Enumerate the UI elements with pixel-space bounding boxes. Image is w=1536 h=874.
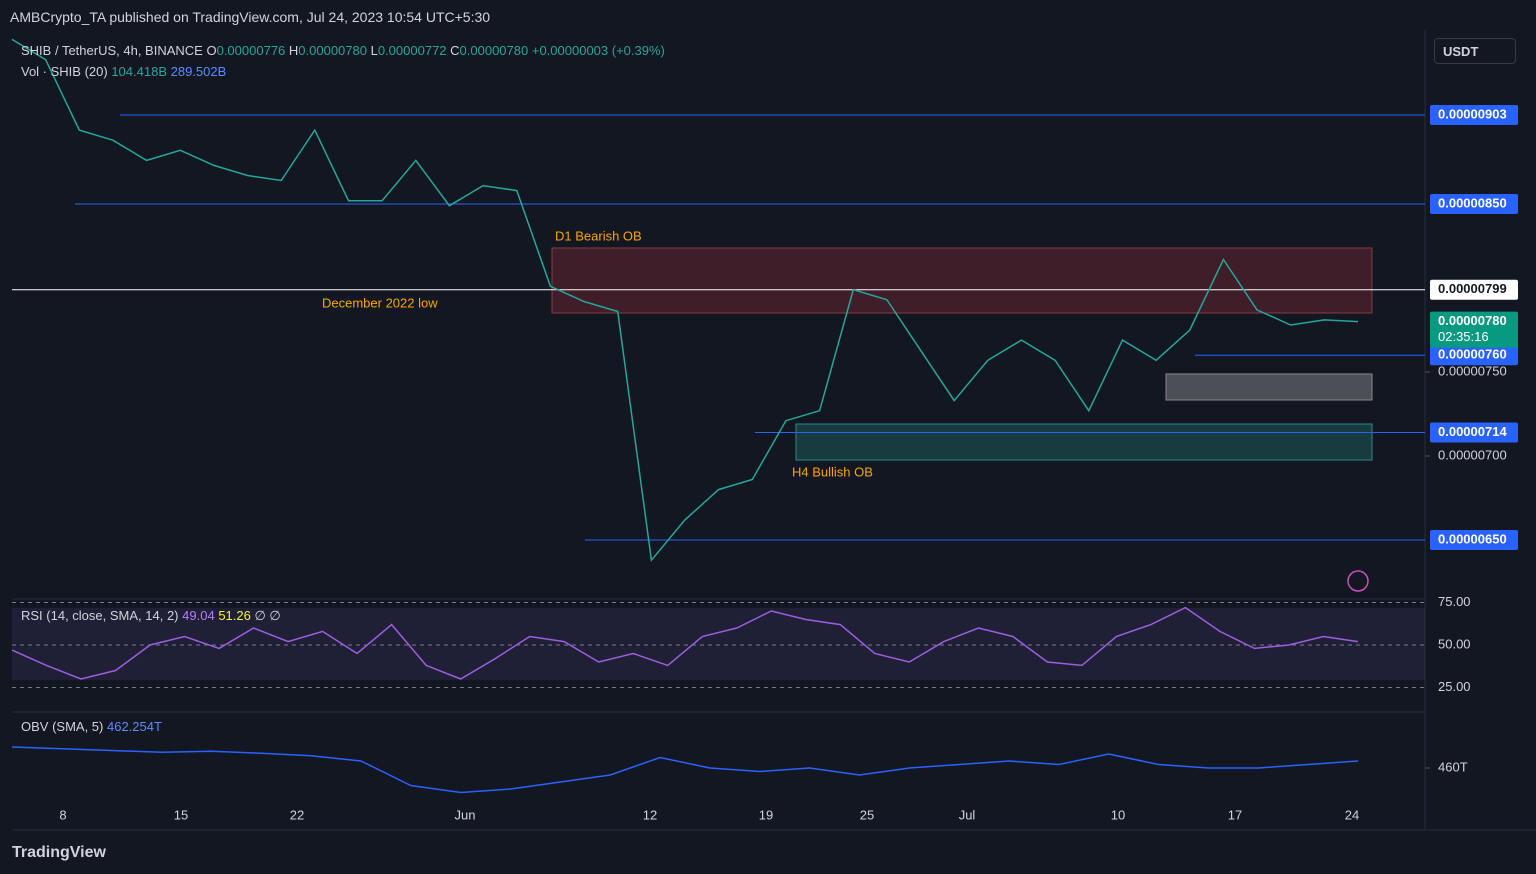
legend: SHIB / TetherUS, 4h, BINANCE O0.00000776… xyxy=(21,43,665,58)
c-label: C xyxy=(450,43,460,58)
price-label: 0.00000750 xyxy=(1438,363,1507,378)
currency-button[interactable]: USDT xyxy=(1434,38,1516,64)
time-label: 22 xyxy=(290,807,304,822)
rsi-band xyxy=(12,608,1425,680)
rsi-label: RSI (14, close, SMA, 14, 2) xyxy=(21,608,179,623)
price-tag: 0.00000850 xyxy=(1438,195,1507,210)
price-tag: 0.00000760 xyxy=(1438,347,1507,362)
rsi-legend: RSI (14, close, SMA, 14, 2) 49.04 51.26 … xyxy=(21,608,281,624)
vol-2: 289.502B xyxy=(170,64,227,79)
publisher: AMBCrypto_TA published on TradingView.co… xyxy=(10,9,491,25)
price-line xyxy=(11,38,1359,562)
rsi-extra: ∅ ∅ xyxy=(254,608,281,623)
change: +0.00000003 (+0.39%) xyxy=(531,43,665,58)
l-label: L xyxy=(370,43,378,58)
plot-bg xyxy=(12,30,1425,830)
time-label: 24 xyxy=(1345,807,1359,822)
time-label: 10 xyxy=(1111,807,1125,822)
symbol: SHIB / TetherUS, 4h, BINANCE xyxy=(21,43,203,58)
rsi-line xyxy=(11,606,1359,680)
price-tag: 0.00000799 xyxy=(1438,281,1507,296)
price-tag-bg xyxy=(1430,279,1518,300)
timer: 02:35:16 xyxy=(1438,329,1489,344)
obv-legend: OBV (SMA, 5) 462.254T xyxy=(21,719,162,734)
o: 0.00000776 xyxy=(216,43,286,58)
current-price: 0.00000780 xyxy=(1438,313,1507,328)
obv-line xyxy=(11,746,1359,794)
price-label: 0.00000700 xyxy=(1438,447,1507,462)
time-label: 25 xyxy=(860,807,874,822)
time-label: 17 xyxy=(1228,807,1242,822)
h-label: H xyxy=(288,43,299,58)
price-tag: 0.00000714 xyxy=(1438,424,1507,439)
time-label: Jul xyxy=(959,807,976,822)
obv-label: OBV (SMA, 5) xyxy=(21,719,104,734)
price-tag: 0.00000650 xyxy=(1438,531,1507,546)
rsi-tick-label: 75.00 xyxy=(1438,594,1471,609)
h: 0.00000780 xyxy=(298,43,367,58)
o-label: O xyxy=(206,43,217,58)
current-price-bg xyxy=(1430,311,1518,348)
rsi-1: 49.04 xyxy=(182,608,215,623)
annotation: December 2022 low xyxy=(322,295,438,310)
price-tag-bg xyxy=(1430,194,1518,215)
price-tag-bg xyxy=(1430,105,1518,125)
rsi-2: 51.26 xyxy=(218,608,251,623)
annotation: D1 Bearish OB xyxy=(555,228,642,243)
rsi-tick-label: 25.00 xyxy=(1438,679,1471,694)
time-label: Jun xyxy=(455,807,476,822)
price-tag-bg xyxy=(1430,530,1518,550)
bullish-ob-box xyxy=(795,423,1373,461)
time-label: 15 xyxy=(174,807,188,822)
rsi-tick-label: 50.00 xyxy=(1438,636,1471,651)
bearish-ob-box xyxy=(551,247,1373,314)
alert-icon[interactable] xyxy=(1347,570,1369,592)
c: 0.00000780 xyxy=(459,43,529,58)
vol-1: 104.418B xyxy=(111,64,167,79)
price-tag-bg xyxy=(1430,422,1518,443)
annotation: H4 Bullish OB xyxy=(792,464,873,479)
vol-label: Vol · SHIB (20) xyxy=(21,64,108,79)
gray-box xyxy=(1165,373,1373,401)
footer-logo: TradingView xyxy=(12,844,106,861)
obv-tick-label: 460T xyxy=(1438,759,1468,774)
time-label: 8 xyxy=(59,807,66,822)
time-label: 19 xyxy=(759,807,773,822)
volume-legend: Vol · SHIB (20) 104.418B 289.502B xyxy=(21,64,226,79)
price-tag: 0.00000903 xyxy=(1438,106,1507,121)
time-label: 12 xyxy=(643,807,657,822)
l: 0.00000772 xyxy=(377,43,447,58)
obv-value: 462.254T xyxy=(106,719,162,734)
price-tag-bg xyxy=(1430,345,1518,366)
